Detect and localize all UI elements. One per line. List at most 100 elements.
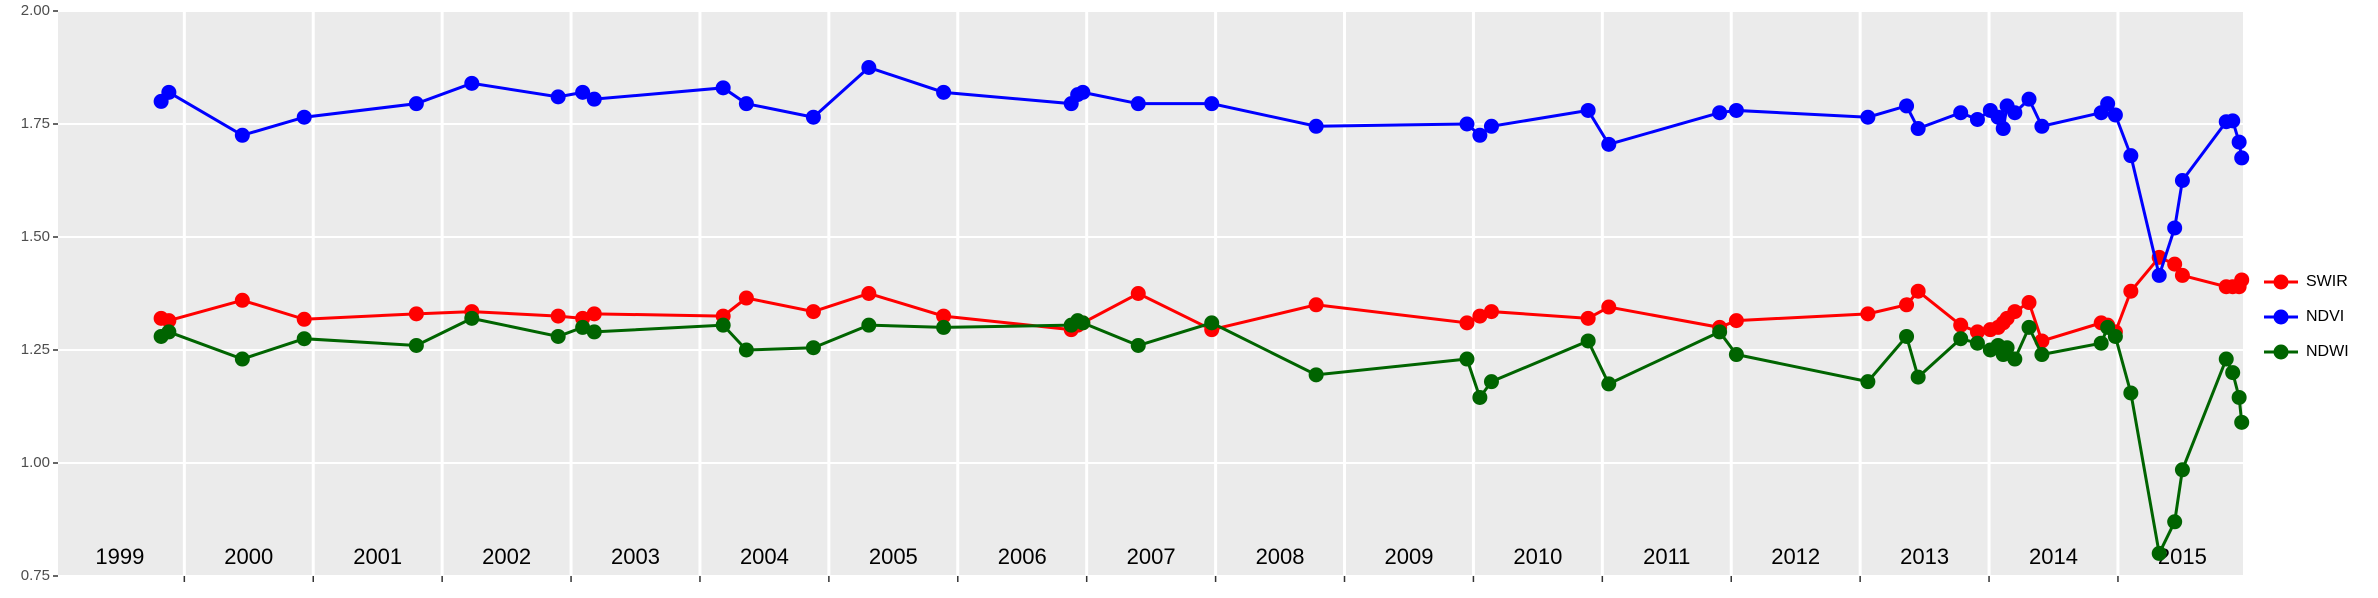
data-point [296,331,312,347]
data-point [1860,109,1876,125]
data-point [1459,116,1475,132]
x-tick-label: 2009 [1384,544,1433,569]
data-point [2234,414,2250,430]
data-point [2021,295,2037,311]
x-tick-label: 2013 [1900,544,1949,569]
data-point [296,311,312,327]
data-point [1580,102,1596,118]
data-point [936,308,952,324]
data-point [805,304,821,320]
data-point [2021,91,2037,107]
data-point [1995,121,2011,137]
data-point [1712,324,1728,340]
data-point [738,96,754,112]
data-point [1969,335,1985,351]
legend-marker [2273,309,2289,325]
data-point [1728,313,1744,329]
data-point [1953,331,1969,347]
data-point [2007,351,2023,367]
data-point [1472,308,1488,324]
x-tick-label: 2005 [869,544,918,569]
data-point [161,324,177,340]
legend-label: NDWI [2306,343,2349,360]
y-tick-label: 1.50 [21,228,50,245]
data-point [2174,267,2190,283]
data-point [2123,283,2139,299]
data-point [1601,136,1617,152]
data-point [1472,389,1488,405]
data-point [1580,310,1596,326]
data-point [2174,173,2190,188]
data-point [2007,304,2023,320]
data-point [2167,256,2183,272]
data-point [2234,150,2250,166]
data-point [2231,389,2247,405]
data-point [1899,328,1915,344]
data-point [1728,102,1744,118]
x-tick-label: 2011 [1643,544,1690,569]
data-point [861,317,877,333]
data-point [1204,315,1220,331]
data-point [550,89,566,105]
x-tick-label: 2006 [998,544,1047,569]
x-tick-label: 2010 [1513,544,1562,569]
data-point [2174,462,2190,478]
data-point [861,60,877,75]
x-tick-label: 2000 [224,544,273,569]
data-point [1580,333,1596,349]
data-point [936,319,952,335]
data-point [1472,127,1488,143]
data-point [1712,105,1728,121]
data-point [1130,286,1146,301]
data-point [1910,121,1926,137]
data-point [1910,283,1926,299]
data-point [715,80,731,96]
data-point [1990,109,2006,125]
data-point [1953,105,1969,121]
data-point [1601,299,1617,315]
data-point [738,342,754,358]
y-tick-label: 1.00 [21,454,50,471]
data-point [408,337,424,353]
data-point [586,324,602,340]
data-point [1075,84,1091,100]
data-point [2123,148,2139,164]
y-tick-label: 0.75 [21,567,50,584]
data-point [2034,347,2050,363]
legend-label: NDVI [2306,308,2344,325]
data-point [586,306,602,322]
data-point [161,84,177,100]
data-point [1308,297,1324,313]
data-point [1483,118,1499,134]
data-point [715,317,731,333]
data-point [861,286,877,301]
x-tick-label: 2008 [1256,544,1305,569]
data-point [738,290,754,306]
data-point [1969,111,1985,127]
legend-marker [2273,344,2289,360]
legend-label: SWIR [2306,273,2348,290]
data-point [1860,374,1876,390]
data-point [805,340,821,356]
data-point [1204,96,1220,112]
data-point [161,313,177,329]
data-point [1601,376,1617,392]
data-point [550,328,566,344]
x-tick-label: 2003 [611,544,660,569]
y-tick-label: 1.25 [21,341,50,358]
data-point [2007,105,2023,121]
data-point [2021,319,2037,335]
data-point [296,109,312,125]
x-tick-label: 2014 [2029,544,2078,569]
x-tick-label: 2007 [1127,544,1176,569]
y-tick-label: 1.75 [21,115,50,132]
data-point [1953,317,1969,333]
data-point [408,96,424,112]
data-point [234,351,250,367]
data-point [464,75,480,91]
data-point [234,292,250,308]
data-point [1459,315,1475,331]
data-point [2123,385,2139,401]
data-point [1483,374,1499,390]
